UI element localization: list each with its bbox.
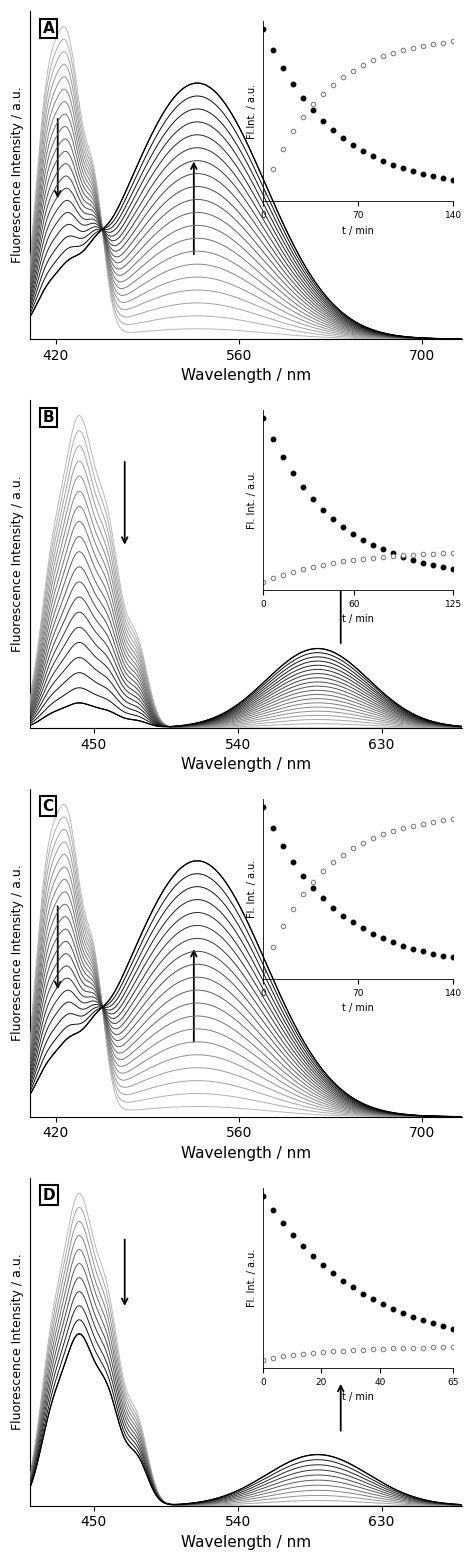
X-axis label: Wavelength / nm: Wavelength / nm — [181, 368, 311, 384]
Text: A: A — [43, 20, 55, 36]
Y-axis label: Fluorescence Intensity / a.u.: Fluorescence Intensity / a.u. — [11, 1253, 24, 1430]
Y-axis label: Fluorescence Intensity / a.u.: Fluorescence Intensity / a.u. — [11, 87, 24, 264]
Text: C: C — [43, 799, 54, 813]
X-axis label: Wavelength / nm: Wavelength / nm — [181, 1146, 311, 1161]
Text: B: B — [43, 411, 54, 425]
Text: D: D — [43, 1188, 55, 1202]
Y-axis label: Fluorescence Intensity / a.u.: Fluorescence Intensity / a.u. — [11, 476, 24, 652]
X-axis label: Wavelength / nm: Wavelength / nm — [181, 1534, 311, 1550]
X-axis label: Wavelength / nm: Wavelength / nm — [181, 757, 311, 773]
Y-axis label: Fluorescence Intensity / a.u.: Fluorescence Intensity / a.u. — [11, 865, 24, 1041]
